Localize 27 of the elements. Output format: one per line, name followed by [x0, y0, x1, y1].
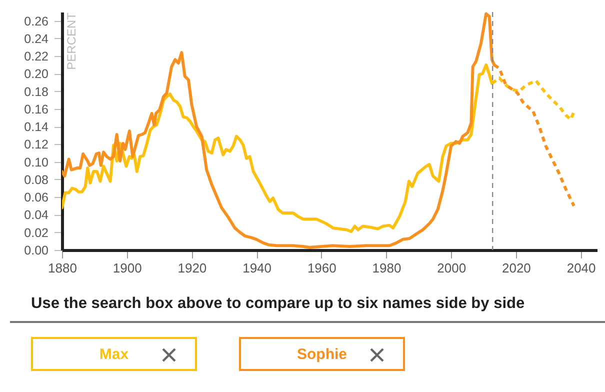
x-tick-label: 1980 [372, 260, 402, 276]
y-tick-label: 0.00 [24, 244, 49, 258]
x-tick-label: 1900 [112, 260, 142, 276]
y-tick-label: 0.24 [24, 32, 49, 46]
x-tick-label: 1920 [178, 260, 207, 276]
x-tick-label: 2020 [502, 260, 531, 276]
y-tick-label: 0.10 [24, 155, 49, 170]
text: Sophie [296, 346, 347, 362]
y-tick-label: 0.14 [24, 120, 49, 134]
y-tick-label: 0.06 [24, 190, 49, 205]
y-tick-label: 0.18 [24, 84, 49, 99]
x-tick-label: 1880 [48, 260, 77, 276]
y-tick-label: 0.22 [24, 50, 49, 64]
y-tick-label: 0.04 [24, 208, 49, 222]
x-tick-label: 1960 [307, 260, 336, 276]
text: Use the search box above to compare up to six names side by side [31, 295, 526, 313]
y-tick-label: 0.26 [24, 14, 49, 28]
x-tick-label: 2040 [566, 260, 596, 276]
y-tick-label: 0.20 [24, 67, 49, 82]
x-tick-label: 1940 [242, 260, 272, 276]
y-tick-label: 0.02 [24, 226, 49, 240]
y-axis-title: PERCENT [64, 12, 78, 70]
y-tick-label: 0.12 [24, 138, 49, 152]
y-tick-label: 0.08 [24, 172, 49, 187]
x-tick-label: 2000 [437, 260, 466, 276]
text: Max [99, 346, 129, 362]
y-tick-label: 0.16 [24, 102, 49, 116]
